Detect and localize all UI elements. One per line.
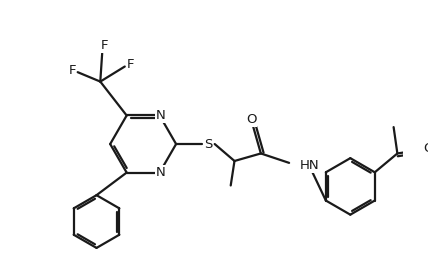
Text: F: F <box>127 58 134 71</box>
Text: N: N <box>156 166 166 179</box>
Text: F: F <box>68 64 76 77</box>
Text: N: N <box>156 109 166 122</box>
Text: O: O <box>246 113 257 126</box>
Text: F: F <box>100 39 108 52</box>
Text: O: O <box>423 142 428 155</box>
Text: S: S <box>204 137 212 151</box>
Text: HN: HN <box>300 159 319 172</box>
